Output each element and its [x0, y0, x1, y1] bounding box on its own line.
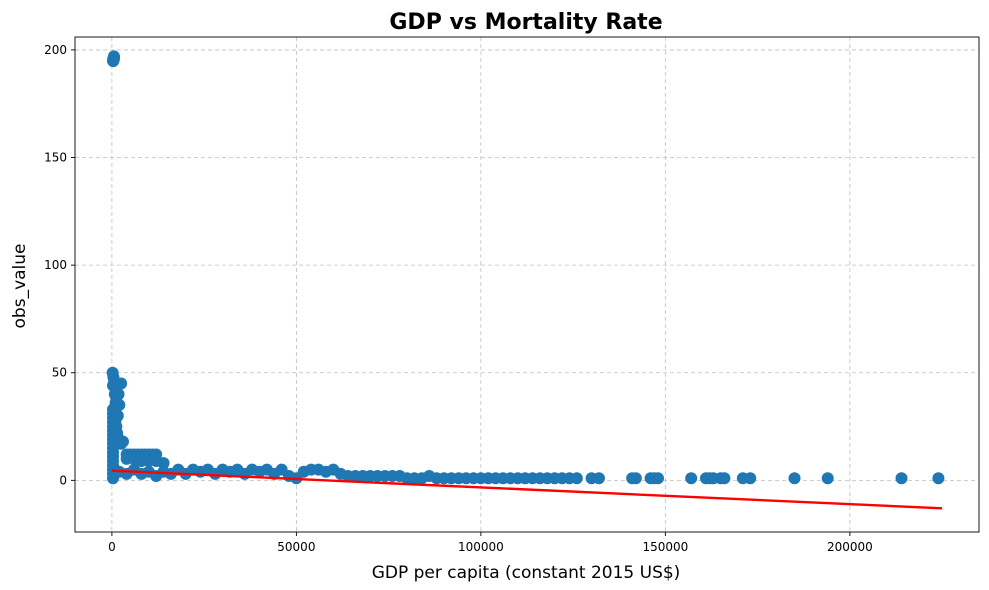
y-tick-label: 200 [44, 43, 67, 57]
data-point [895, 472, 908, 485]
data-point [744, 472, 757, 485]
data-point [107, 50, 120, 63]
x-tick-label: 0 [108, 540, 116, 554]
data-point [718, 472, 731, 485]
grid [75, 37, 979, 532]
plot-frame [74, 36, 980, 533]
data-point [115, 377, 128, 390]
data-point [116, 435, 129, 448]
chart-title: GDP vs Mortality Rate [389, 10, 662, 35]
y-tick-label: 150 [44, 151, 67, 165]
data-point [570, 472, 583, 485]
data-points [106, 50, 945, 485]
y-axis-ticks: 0 50 100 150 200 [44, 43, 75, 487]
y-tick-label: 50 [52, 366, 67, 380]
x-tick-label: 150000 [642, 540, 688, 554]
data-point [592, 472, 605, 485]
data-point [157, 457, 170, 470]
x-tick-label: 50000 [277, 540, 315, 554]
x-tick-label: 100000 [458, 540, 504, 554]
data-point [932, 472, 945, 485]
x-axis-label: GDP per capita (constant 2015 US$) [372, 563, 681, 583]
data-point [629, 472, 642, 485]
data-point [821, 472, 834, 485]
data-point [788, 472, 801, 485]
regression-line [111, 469, 943, 510]
data-point [651, 472, 664, 485]
y-axis-label: obs_value [10, 244, 30, 329]
x-axis-ticks: 0 50000 100000 150000 200000 [108, 532, 873, 554]
x-tick-label: 200000 [827, 540, 873, 554]
data-point [685, 472, 698, 485]
y-tick-label: 100 [44, 258, 67, 272]
y-tick-label: 0 [59, 473, 67, 487]
trend-line [111, 469, 943, 510]
